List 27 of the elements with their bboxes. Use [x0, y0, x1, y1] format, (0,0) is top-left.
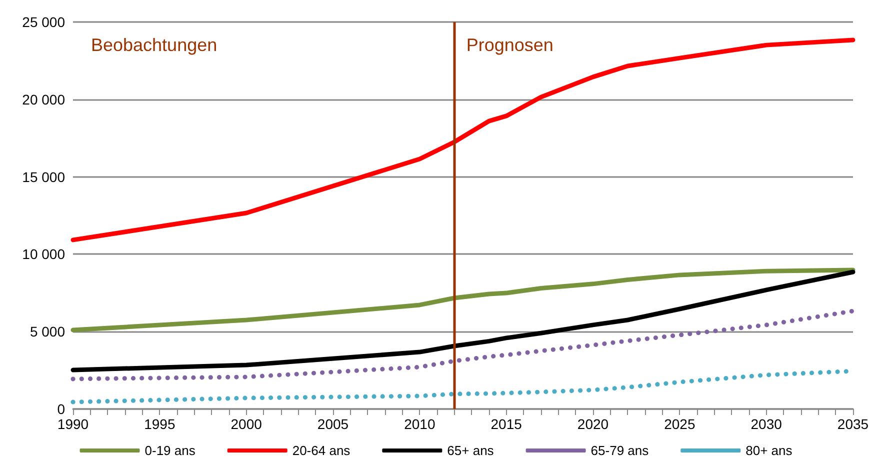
x-tick-label: 2035 — [837, 416, 869, 432]
x-tick-label: 1990 — [57, 416, 89, 432]
x-tick-label: 2010 — [404, 416, 436, 432]
line-series — [70, 268, 856, 332]
y-tick-label: 10 000 — [22, 246, 66, 262]
x-tick-label: 2015 — [490, 416, 522, 432]
y-tick-label: 5 000 — [30, 324, 66, 340]
x-tick-label: 2020 — [577, 416, 609, 432]
y-tick-label: 0 — [57, 401, 66, 417]
x-tick-label: 2030 — [750, 416, 782, 432]
line-series — [70, 308, 856, 382]
line-series — [70, 38, 856, 242]
legend-label: 80+ ans — [746, 443, 793, 458]
legend-label: 65-79 ans — [590, 443, 650, 458]
x-tick-label: 2000 — [230, 416, 262, 432]
line-series — [70, 270, 856, 372]
x-tick-label: 2005 — [317, 416, 349, 432]
annotation: Prognosen — [466, 35, 554, 55]
y-tick-label: 20 000 — [22, 91, 66, 108]
y-tick-label: 15 000 — [22, 168, 66, 185]
x-tick-label: 1995 — [144, 416, 176, 432]
annotation: Beobachtungen — [91, 35, 218, 55]
legend-label: 0-19 ans — [144, 443, 196, 458]
legend-label: 65+ ans — [447, 443, 494, 458]
legend-label: 20-64 ans — [292, 443, 351, 458]
y-tick-label: 25 000 — [22, 14, 66, 30]
x-tick-label: 2025 — [664, 416, 696, 432]
